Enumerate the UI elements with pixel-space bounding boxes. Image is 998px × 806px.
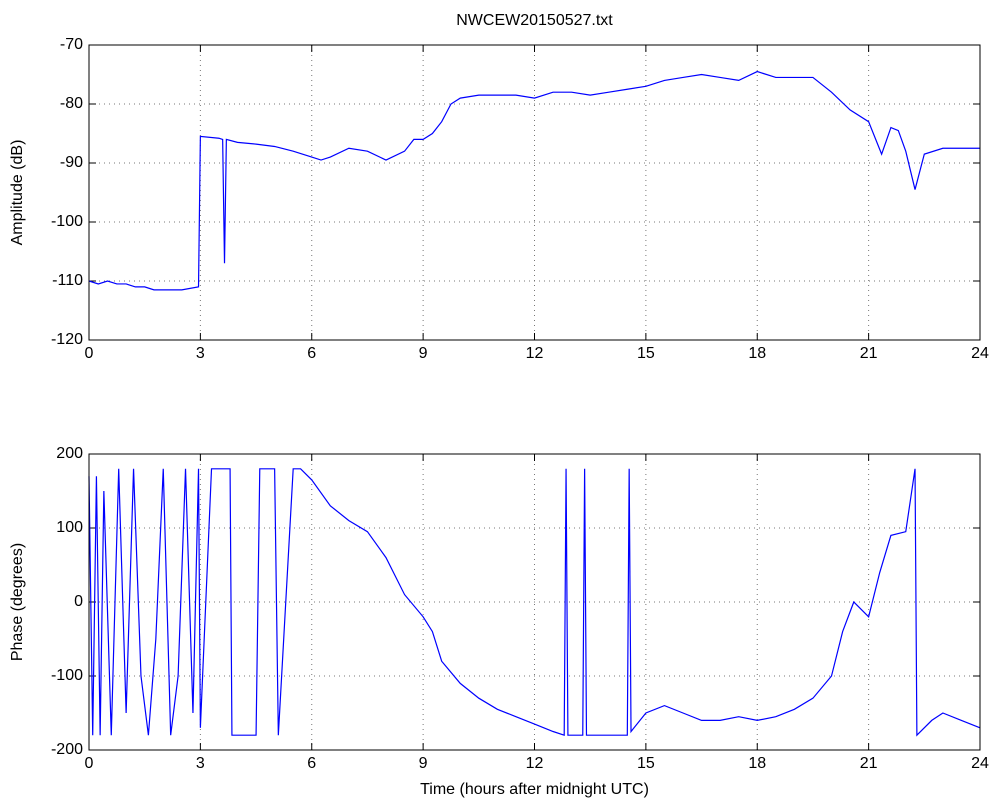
y-tick-label: -90 [60,154,83,171]
y-tick-label: 0 [74,593,83,610]
x-tick-label: 9 [419,755,428,772]
y-tick-label: -80 [60,95,83,112]
x-tick-label: 15 [637,755,655,772]
axes-frame [88,44,981,341]
y-tick-label: -100 [51,667,83,684]
x-tick-label: 24 [971,345,989,362]
x-tick-label: 6 [307,755,316,772]
y-tick-label: -200 [51,741,83,758]
data-line [88,70,980,291]
y-tick-label: -70 [60,36,83,53]
y-tick-label: -100 [51,213,83,230]
x-tick-label: 0 [85,755,94,772]
y-tick-label: -110 [52,272,83,289]
x-tick-label: 21 [860,345,878,362]
y-tick-label: 100 [56,519,83,536]
x-tick-label: 12 [526,755,544,772]
x-tick-label: 18 [748,345,766,362]
chart-title: NWCEW20150527.txt [456,12,613,29]
x-tick-label: 3 [196,345,205,362]
x-tick-label: 3 [196,755,205,772]
data-line [88,468,981,737]
x-tick-label: 9 [419,345,428,362]
y-tick-label: 200 [56,445,83,462]
x-tick-label: 15 [637,345,655,362]
x-axis-label: Time (hours after midnight UTC) [420,781,649,798]
x-tick-label: 21 [860,755,878,772]
axes-frame [88,453,981,751]
x-tick-label: 6 [307,345,316,362]
y-axis-label: Amplitude (dB) [9,140,26,246]
x-tick-label: 24 [971,755,989,772]
y-tick-label: -120 [51,331,83,348]
x-tick-label: 18 [748,755,766,772]
x-tick-label: 12 [526,345,544,362]
y-axis-label: Phase (degrees) [9,543,26,661]
x-tick-label: 0 [85,345,94,362]
